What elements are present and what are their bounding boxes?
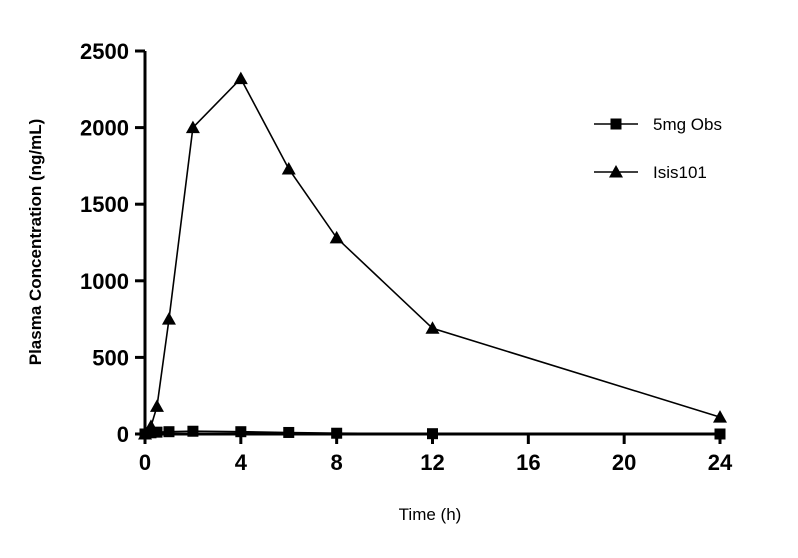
data-point-triangle xyxy=(185,120,200,134)
y-tick-label: 0 xyxy=(117,422,129,447)
y-tick-label: 1500 xyxy=(80,192,129,217)
x-tick-label: 20 xyxy=(612,450,636,475)
data-point-square xyxy=(283,426,295,438)
x-axis: 0 4 8 12 16 20 24 xyxy=(139,432,733,475)
legend-item: Isis101 xyxy=(594,163,707,182)
y-tick-label: 2000 xyxy=(80,116,129,141)
y-tick-label: 1000 xyxy=(80,269,129,294)
x-tick-label: 16 xyxy=(516,450,540,475)
legend: 5mg Obs Isis101 xyxy=(594,115,722,182)
data-point-triangle xyxy=(149,399,164,412)
y-tick-label: 2500 xyxy=(80,39,129,64)
data-point-triangle xyxy=(329,230,344,244)
legend-marker-triangle xyxy=(609,165,623,178)
y-axis: 0 500 1000 1500 2000 2500 xyxy=(80,39,147,447)
x-tick-label: 8 xyxy=(331,450,343,475)
y-axis-title: Plasma Concentration (ng/mL) xyxy=(26,119,45,366)
x-tick-label: 24 xyxy=(708,450,733,475)
x-tick-label: 0 xyxy=(139,450,151,475)
legend-label: 5mg Obs xyxy=(653,115,722,134)
legend-marker-square xyxy=(610,118,622,130)
data-point-triangle xyxy=(161,312,176,325)
data-point-square xyxy=(151,426,163,438)
data-point-square xyxy=(187,425,199,437)
data-point-square xyxy=(235,426,247,438)
series-line xyxy=(144,77,721,435)
data-point-triangle xyxy=(425,321,440,334)
plot-area xyxy=(138,71,727,440)
data-point-triangle xyxy=(713,410,727,423)
x-tick-label: 4 xyxy=(235,450,248,475)
data-point-square xyxy=(163,426,175,438)
x-tick-label: 12 xyxy=(420,450,444,475)
legend-label: Isis101 xyxy=(653,163,707,182)
x-axis-title: Time (h) xyxy=(399,505,462,524)
series-2 xyxy=(138,71,727,440)
data-point-triangle xyxy=(281,161,296,175)
y-tick-label: 500 xyxy=(92,345,129,370)
data-point-triangle xyxy=(143,419,158,432)
legend-item: 5mg Obs xyxy=(594,115,722,134)
data-point-triangle xyxy=(233,71,248,85)
